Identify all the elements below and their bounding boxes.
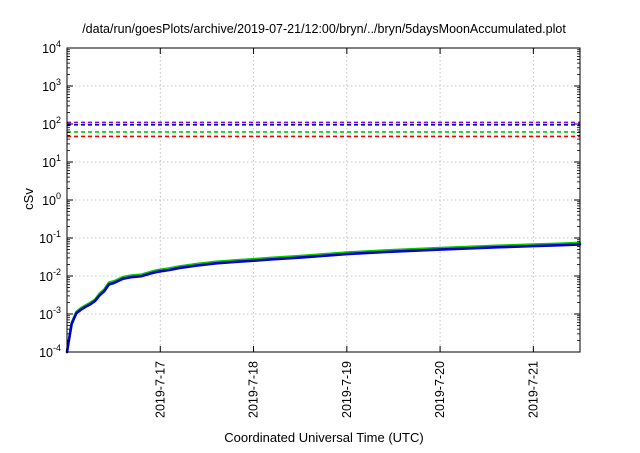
y-tick-label: 10-4 <box>39 343 61 360</box>
series-line <box>65 241 582 354</box>
data-series <box>65 241 582 354</box>
y-tick-label: 103 <box>42 77 61 94</box>
y-tick-label: 100 <box>42 191 61 208</box>
chart-title: /data/run/goesPlots/archive/2019-07-21/1… <box>82 22 566 36</box>
x-tick-label: 2019-7-21 <box>526 361 540 418</box>
y-axis-label: cSv <box>21 188 36 210</box>
y-tick-label: 101 <box>42 153 61 170</box>
y-tick-label: 104 <box>42 39 61 56</box>
y-tick-label: 10-3 <box>39 305 61 322</box>
y-tick-label: 10-1 <box>39 229 61 246</box>
y-tick-label: 102 <box>42 115 61 132</box>
x-tick-label: 2019-7-20 <box>433 361 447 418</box>
x-tick-label: 2019-7-17 <box>153 361 167 418</box>
x-tick-label: 2019-7-19 <box>340 361 354 418</box>
x-axis-ticks: 2019-7-17 2019-7-18 2019-7-19 2019-7-20 2019… <box>153 48 540 418</box>
x-axis-label: Coordinated Universal Time (UTC) <box>224 430 423 445</box>
y-tick-label: 10-2 <box>39 267 61 284</box>
series-line <box>65 243 582 354</box>
threshold-lines <box>67 121 580 138</box>
x-tick-label: 2019-7-18 <box>247 361 261 418</box>
grid-lines <box>67 48 580 352</box>
y-axis-ticks: 10-4 10-3 10-2 10-1 100 101 102 103 104 <box>39 39 580 360</box>
